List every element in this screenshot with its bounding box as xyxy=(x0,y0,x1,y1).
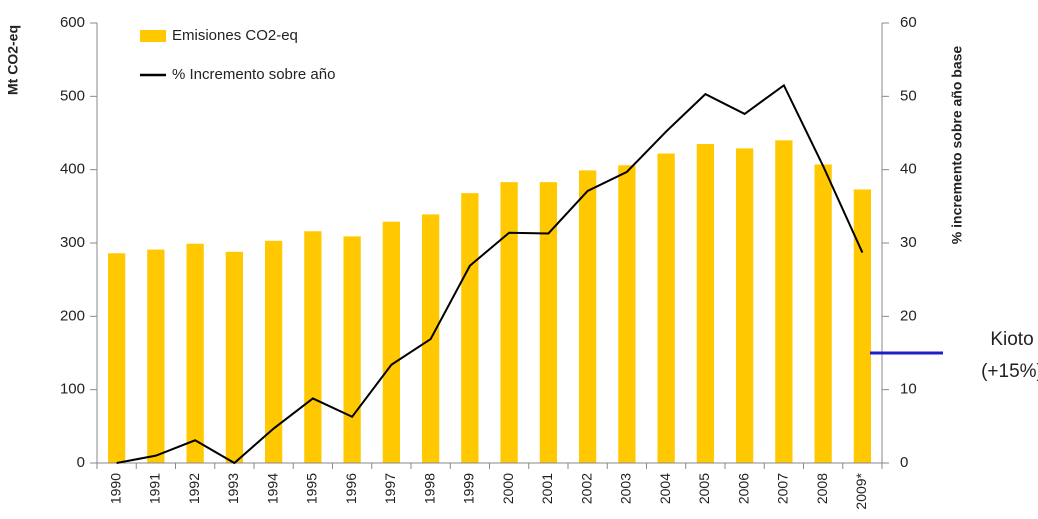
x-tick-label: 1995 xyxy=(304,473,320,504)
bar xyxy=(775,140,793,464)
y2-tick-label: 0 xyxy=(900,454,908,471)
y2-axis-title: % incremento sobre año base xyxy=(949,46,965,245)
x-tick-label: 2007 xyxy=(775,473,791,504)
x-tick-label: 1994 xyxy=(264,473,280,504)
bar xyxy=(382,221,401,463)
x-tick-label: 2008 xyxy=(814,473,830,504)
x-tick-label: 2006 xyxy=(735,473,751,504)
x-tick-label: 1999 xyxy=(461,473,477,504)
x-tick-label: 1990 xyxy=(107,473,123,504)
y-tick-label: 0 xyxy=(77,454,85,471)
y2-tick-label: 50 xyxy=(900,87,917,104)
y2-tick-label: 60 xyxy=(900,14,917,31)
bar xyxy=(853,189,872,463)
x-tick-label: 2000 xyxy=(500,473,516,504)
legend-label: % Incremento sobre año xyxy=(172,66,335,83)
target-label: Kioto xyxy=(990,329,1033,350)
bar xyxy=(814,164,832,464)
bar xyxy=(696,144,715,463)
y-tick-label: 600 xyxy=(60,14,85,31)
x-tick-label: 2004 xyxy=(657,473,673,504)
y-axis-title: Mt CO2-eq xyxy=(5,25,21,95)
bar xyxy=(107,253,126,463)
legend-swatch xyxy=(140,30,166,42)
y-tick-label: 200 xyxy=(60,307,85,324)
bar xyxy=(618,165,636,463)
x-tick-label: 1991 xyxy=(147,473,163,504)
x-tick-label: 2001 xyxy=(539,473,555,504)
y-tick-label: 400 xyxy=(60,161,85,178)
bar xyxy=(657,153,675,464)
line xyxy=(116,83,864,465)
legend-label: Emisiones CO2-eq xyxy=(172,27,298,44)
x-tick-label: 2009* xyxy=(853,472,869,509)
y2-tick-label: 40 xyxy=(900,161,917,178)
x-tick-label: 2002 xyxy=(578,473,594,504)
y2-tick-label: 10 xyxy=(900,381,917,398)
y2-tick-label: 20 xyxy=(900,307,917,324)
y-tick-label: 300 xyxy=(60,234,85,251)
x-tick-label: 1998 xyxy=(421,473,437,504)
bar xyxy=(461,193,479,463)
bar xyxy=(186,243,204,463)
bar xyxy=(264,240,283,463)
y-tick-label: 500 xyxy=(60,87,85,104)
x-tick-label: 2005 xyxy=(696,473,712,504)
bar xyxy=(343,236,361,463)
bar xyxy=(578,170,597,463)
x-tick-label: 1992 xyxy=(186,473,202,504)
bar xyxy=(539,182,558,463)
bar xyxy=(735,148,754,463)
bar xyxy=(304,231,322,463)
bar xyxy=(500,182,518,463)
bar xyxy=(225,251,244,463)
x-tick-label: 1997 xyxy=(382,473,398,504)
x-tick-label: 1993 xyxy=(225,473,241,504)
x-tick-label: 1996 xyxy=(343,473,359,504)
y-tick-label: 100 xyxy=(60,381,85,398)
target-label: (+15%) xyxy=(981,361,1038,382)
y2-tick-label: 30 xyxy=(900,234,917,251)
x-tick-label: 2003 xyxy=(618,473,634,504)
bar xyxy=(147,249,165,463)
